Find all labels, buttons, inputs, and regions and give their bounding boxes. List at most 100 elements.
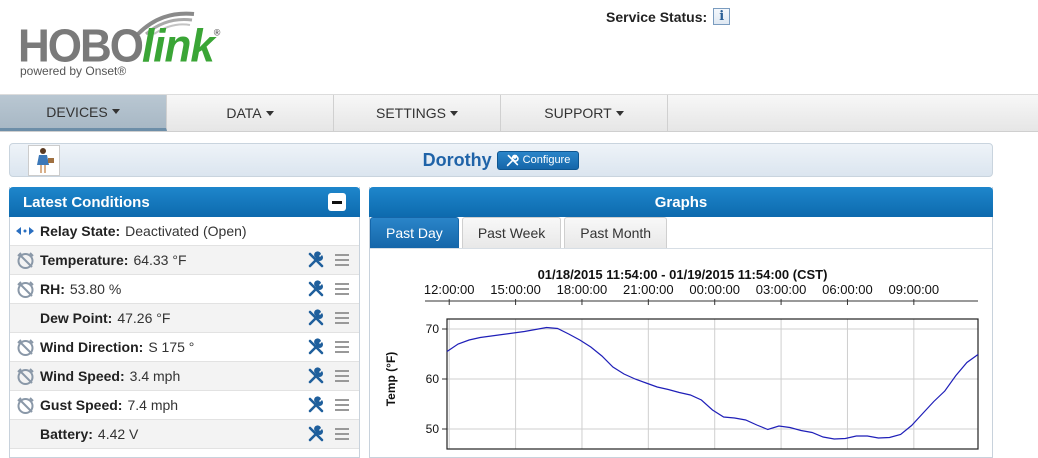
condition-value: 3.4 mph xyxy=(129,368,181,384)
x-tick-label: 03:00:00 xyxy=(756,282,807,297)
x-tick-label: 21:00:00 xyxy=(623,282,674,297)
nav-data[interactable]: DATA xyxy=(167,95,334,131)
alarm-off-icon[interactable] xyxy=(15,395,35,415)
latest-conditions-header: Latest Conditions xyxy=(9,187,360,217)
condition-value: 47.26 °F xyxy=(117,310,171,326)
y-tick-label: 70 xyxy=(426,322,440,336)
graphs-panel: Graphs Past Day Past Week Past Month 01/… xyxy=(369,187,993,458)
condition-value: Deactivated (Open) xyxy=(125,223,247,239)
tab-past-day[interactable]: Past Day xyxy=(370,217,459,248)
alarm-off-icon[interactable] xyxy=(15,250,35,270)
chart-title: 01/18/2015 11:54:00 - 01/19/2015 11:54:0… xyxy=(538,267,828,282)
condition-label: Wind Speed: xyxy=(40,368,125,384)
menu-lines-icon[interactable] xyxy=(333,280,351,298)
row-tools xyxy=(307,425,351,443)
condition-row: Relay State: Deactivated (Open) xyxy=(10,217,359,246)
graphs-title: Graphs xyxy=(654,193,708,211)
y-tick-label: 50 xyxy=(426,422,440,436)
condition-row: Dew Point: 47.26 °F xyxy=(10,304,359,333)
relay-arrows-icon[interactable] xyxy=(15,221,35,241)
blank-icon-slot xyxy=(15,424,35,444)
wrench-icon[interactable] xyxy=(307,425,325,443)
person-figure-icon xyxy=(37,148,54,173)
x-tick-label: 09:00:00 xyxy=(889,282,940,297)
condition-value: S 175 ° xyxy=(148,339,195,355)
row-tools xyxy=(307,338,351,356)
nav-support[interactable]: SUPPORT xyxy=(501,95,668,131)
wrench-icon[interactable] xyxy=(307,338,325,356)
row-tools xyxy=(307,367,351,385)
condition-value: 53.80 % xyxy=(69,281,122,297)
wrench-icon[interactable] xyxy=(307,309,325,327)
graphs-header: Graphs xyxy=(369,187,993,217)
caret-down-icon xyxy=(615,110,624,116)
y-axis-label: Temp (°F) xyxy=(384,352,398,407)
x-tick-label: 06:00:00 xyxy=(822,282,873,297)
menu-lines-icon[interactable] xyxy=(333,425,351,443)
service-status-label: Service Status: xyxy=(606,8,708,25)
collapse-button[interactable] xyxy=(328,193,346,211)
temperature-chart: 01/18/2015 11:54:00 - 01/19/2015 11:54:0… xyxy=(384,267,979,450)
nav-devices[interactable]: DEVICES xyxy=(0,95,167,131)
condition-label: Dew Point: xyxy=(40,310,113,326)
alarm-off-icon[interactable] xyxy=(15,337,35,357)
row-tools xyxy=(307,309,351,327)
menu-lines-icon[interactable] xyxy=(333,396,351,414)
logo-wordmark: HOBOlink® xyxy=(18,20,220,73)
logo-tagline: powered by Onset® xyxy=(20,64,127,78)
condition-label: RH: xyxy=(40,281,65,297)
wrench-icon[interactable] xyxy=(307,251,325,269)
row-tools xyxy=(307,280,351,298)
logo-swoosh-icon xyxy=(136,11,195,36)
condition-row: Gust Speed: 7.4 mph xyxy=(10,391,359,420)
blank-icon-slot xyxy=(15,308,35,328)
condition-label: Gust Speed: xyxy=(40,397,123,413)
condition-value: 7.4 mph xyxy=(127,397,179,413)
main-nav: DEVICES DATA SETTINGS SUPPORT xyxy=(0,94,1038,132)
minus-icon xyxy=(332,200,342,204)
condition-row: Wind Direction: S 175 ° xyxy=(10,333,359,362)
wrench-icon xyxy=(506,154,519,166)
configure-button[interactable]: Configure xyxy=(496,150,580,170)
condition-label: Wind Direction: xyxy=(40,339,144,355)
device-thumbnail xyxy=(28,145,60,176)
info-icon[interactable]: i xyxy=(713,8,731,25)
condition-value: 4.42 V xyxy=(97,426,139,442)
row-tools xyxy=(307,251,351,269)
x-tick-label: 15:00:00 xyxy=(490,282,541,297)
alarm-off-icon[interactable] xyxy=(15,279,35,299)
wrench-icon[interactable] xyxy=(307,367,325,385)
menu-lines-icon[interactable] xyxy=(333,309,351,327)
caret-down-icon xyxy=(265,110,274,116)
x-tick-label: 18:00:00 xyxy=(557,282,608,297)
condition-value: 64.33 °F xyxy=(133,252,187,268)
temperature-series-line xyxy=(446,326,979,440)
service-status: Service Status: i xyxy=(606,8,731,25)
y-tick-label: 60 xyxy=(426,372,440,386)
row-tools xyxy=(307,396,351,414)
hobolink-logo[interactable]: HOBOlink® powered by Onset® xyxy=(18,8,220,80)
graph-tabs: Past Day Past Week Past Month xyxy=(370,217,992,249)
condition-row: RH: 53.80 % xyxy=(10,275,359,304)
menu-lines-icon[interactable] xyxy=(333,367,351,385)
alarm-off-icon[interactable] xyxy=(15,366,35,386)
condition-row: Wind Speed: 3.4 mph xyxy=(10,362,359,391)
condition-label: Battery: xyxy=(40,426,93,442)
plot-frame xyxy=(446,318,979,450)
x-tick-label: 12:00:00 xyxy=(424,282,475,297)
latest-conditions-panel: Latest Conditions Relay State: Deactivate… xyxy=(9,187,360,458)
x-tick-label: 00:00:00 xyxy=(689,282,740,297)
menu-lines-icon[interactable] xyxy=(333,251,351,269)
caret-down-icon xyxy=(450,110,458,116)
wrench-icon[interactable] xyxy=(307,396,325,414)
wrench-icon[interactable] xyxy=(307,280,325,298)
nav-settings[interactable]: SETTINGS xyxy=(334,95,501,131)
condition-label: Temperature: xyxy=(40,252,129,268)
condition-label: Relay State: xyxy=(40,223,121,239)
tab-past-week[interactable]: Past Week xyxy=(461,217,562,248)
latest-conditions-title: Latest Conditions xyxy=(23,193,150,211)
caret-down-icon xyxy=(111,109,120,114)
device-name: Dorothy xyxy=(422,149,492,170)
menu-lines-icon[interactable] xyxy=(333,338,351,356)
tab-past-month[interactable]: Past Month xyxy=(564,217,668,248)
